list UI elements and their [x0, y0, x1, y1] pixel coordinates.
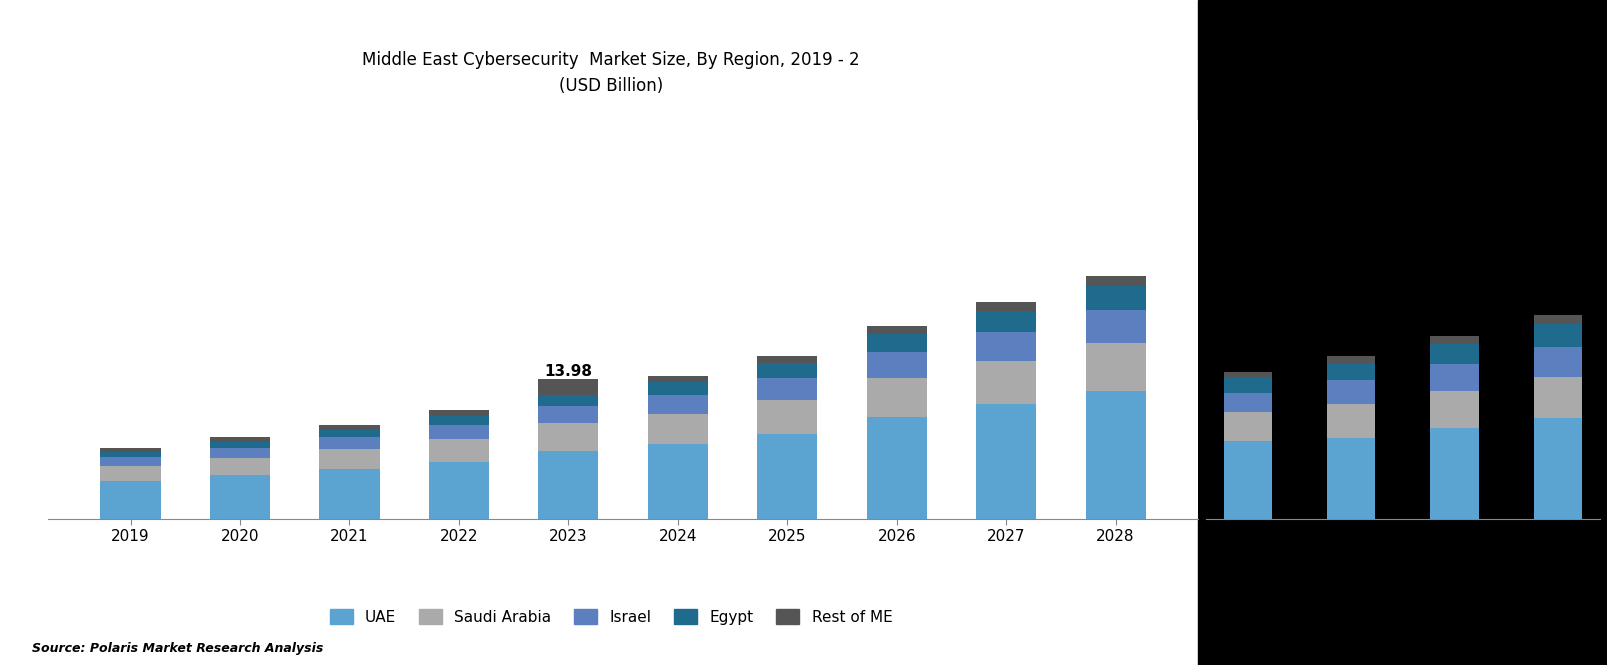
Bar	[866, 417, 926, 519]
Bar	[211, 458, 270, 475]
Bar	[1430, 390, 1478, 428]
Bar	[100, 452, 161, 457]
Bar	[1533, 346, 1581, 377]
Bar	[866, 334, 926, 352]
Bar	[100, 465, 161, 481]
Legend: UAE, Saudi Arabia, Israel, Egypt, Rest of ME: UAE, Saudi Arabia, Israel, Egypt, Rest o…	[323, 602, 898, 631]
Bar	[1085, 286, 1144, 310]
Bar	[211, 475, 270, 519]
Bar	[1085, 391, 1144, 519]
Bar	[211, 438, 270, 442]
Bar	[1326, 380, 1374, 404]
Bar	[429, 425, 489, 439]
Bar	[538, 395, 598, 406]
Text: Middle East Cybersecurity  Market Size, By Region, 2019 - 2: Middle East Cybersecurity Market Size, B…	[362, 51, 860, 69]
Bar	[866, 326, 926, 334]
Bar	[757, 400, 816, 434]
Bar	[538, 379, 598, 395]
Text: 13.98: 13.98	[543, 364, 591, 379]
Bar	[1223, 372, 1271, 378]
Bar	[648, 376, 707, 382]
Bar	[757, 356, 816, 363]
Bar	[1533, 325, 1581, 346]
Bar	[757, 378, 816, 400]
Bar	[1533, 315, 1581, 325]
Bar	[975, 302, 1035, 311]
Bar	[320, 437, 379, 449]
Bar	[866, 378, 926, 417]
Bar	[1326, 404, 1374, 438]
Bar	[100, 457, 161, 465]
Bar	[429, 462, 489, 519]
Bar	[975, 361, 1035, 404]
Bar	[538, 451, 598, 519]
Text: Source: Polaris Market Research Analysis: Source: Polaris Market Research Analysis	[32, 642, 323, 655]
Bar	[1085, 277, 1144, 286]
Bar	[648, 382, 707, 395]
Bar	[1223, 412, 1271, 441]
Bar	[866, 352, 926, 378]
Bar	[1223, 378, 1271, 392]
Text: (USD Billion): (USD Billion)	[559, 77, 662, 96]
Bar	[1223, 392, 1271, 412]
Bar	[429, 416, 489, 425]
Bar	[429, 439, 489, 462]
Bar	[648, 395, 707, 414]
Bar	[1326, 364, 1374, 380]
Bar	[975, 332, 1035, 361]
Bar	[320, 425, 379, 430]
Bar	[648, 414, 707, 444]
Bar	[538, 406, 598, 423]
Bar	[757, 434, 816, 519]
Bar	[975, 311, 1035, 332]
Bar	[1430, 428, 1478, 519]
Bar	[1326, 438, 1374, 519]
Bar	[100, 448, 161, 452]
Bar	[211, 442, 270, 448]
Bar	[320, 449, 379, 469]
Bar	[1430, 336, 1478, 344]
Bar	[975, 404, 1035, 519]
Bar	[211, 448, 270, 458]
Bar	[320, 430, 379, 437]
Bar	[1533, 377, 1581, 418]
Bar	[648, 444, 707, 519]
Bar	[1430, 364, 1478, 390]
Bar	[320, 469, 379, 519]
Bar	[100, 481, 161, 519]
Bar	[538, 423, 598, 451]
Bar	[757, 363, 816, 378]
Bar	[1223, 441, 1271, 519]
Bar	[1085, 343, 1144, 391]
Bar	[1430, 344, 1478, 364]
Bar	[429, 410, 489, 416]
Bar	[1085, 310, 1144, 343]
Bar	[1326, 356, 1374, 364]
Bar	[1533, 418, 1581, 519]
